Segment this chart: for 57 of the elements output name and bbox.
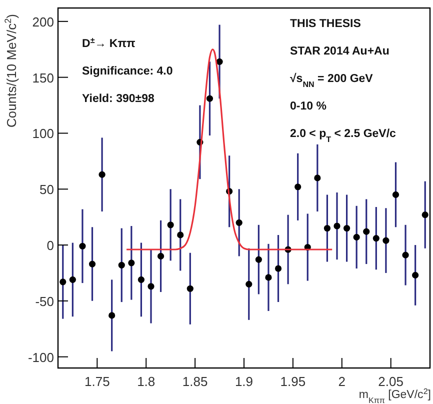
x-tick-label: 1.8 [137, 374, 156, 389]
point [294, 184, 302, 190]
point [265, 274, 272, 281]
point [167, 222, 174, 228]
point [108, 312, 116, 319]
point [382, 237, 390, 244]
point [372, 235, 380, 242]
y-tick-label: 200 [32, 14, 54, 30]
point [274, 265, 282, 272]
x-tick-label: 1.85 [182, 374, 208, 389]
point [353, 234, 360, 240]
point [412, 272, 419, 278]
point [60, 278, 66, 286]
point [314, 174, 321, 182]
point [88, 260, 96, 268]
x-axis-title: m$_{Kππ}$ [GeV/c$^{2}$] [358, 386, 431, 404]
y-tick-label: 100 [32, 126, 54, 142]
point [422, 212, 428, 218]
annotation: √s$_{NN}$ = 200 GeV [290, 72, 374, 88]
point [363, 228, 370, 235]
point [138, 276, 145, 283]
x-tick-label: 2.05 [378, 374, 404, 389]
y-tick-label: -100 [28, 350, 54, 365]
annotation: Significance: 4.0 [82, 66, 173, 78]
x-tick-label: 1.95 [280, 374, 306, 389]
point [186, 285, 194, 292]
y-tick-label: 0 [46, 238, 54, 254]
point [118, 262, 125, 268]
y-tick-label: 150 [32, 70, 54, 86]
point [206, 95, 214, 102]
point [157, 252, 164, 260]
annotation: 0-10 % [290, 100, 326, 112]
annotation: 2.0 < p$_{T}$ < 2.5 GeV/c [290, 128, 397, 144]
point [324, 224, 331, 232]
point [402, 252, 409, 258]
point [79, 242, 86, 250]
point [334, 222, 340, 230]
annotation: THIS THESIS [290, 18, 362, 30]
point [216, 58, 223, 65]
y-tick-label: -50 [35, 294, 54, 309]
x-tick-label: 1.9 [234, 374, 254, 389]
annotation: D$^{±}$→ Kππ [82, 36, 136, 50]
x-tick-label: 2 [338, 374, 346, 389]
point [148, 283, 154, 290]
annotation: STAR 2014 Au+Au [290, 46, 390, 58]
point [255, 256, 262, 263]
x-tick-label: 1.75 [84, 374, 110, 389]
point [236, 219, 242, 226]
point [392, 191, 400, 198]
y-tick-label: 50 [40, 182, 54, 198]
point [177, 232, 184, 238]
point [128, 260, 135, 266]
point [343, 224, 350, 232]
point [246, 280, 252, 288]
point [69, 276, 76, 283]
point [98, 171, 106, 178]
annotation: Yield: 390±98 [82, 93, 155, 105]
